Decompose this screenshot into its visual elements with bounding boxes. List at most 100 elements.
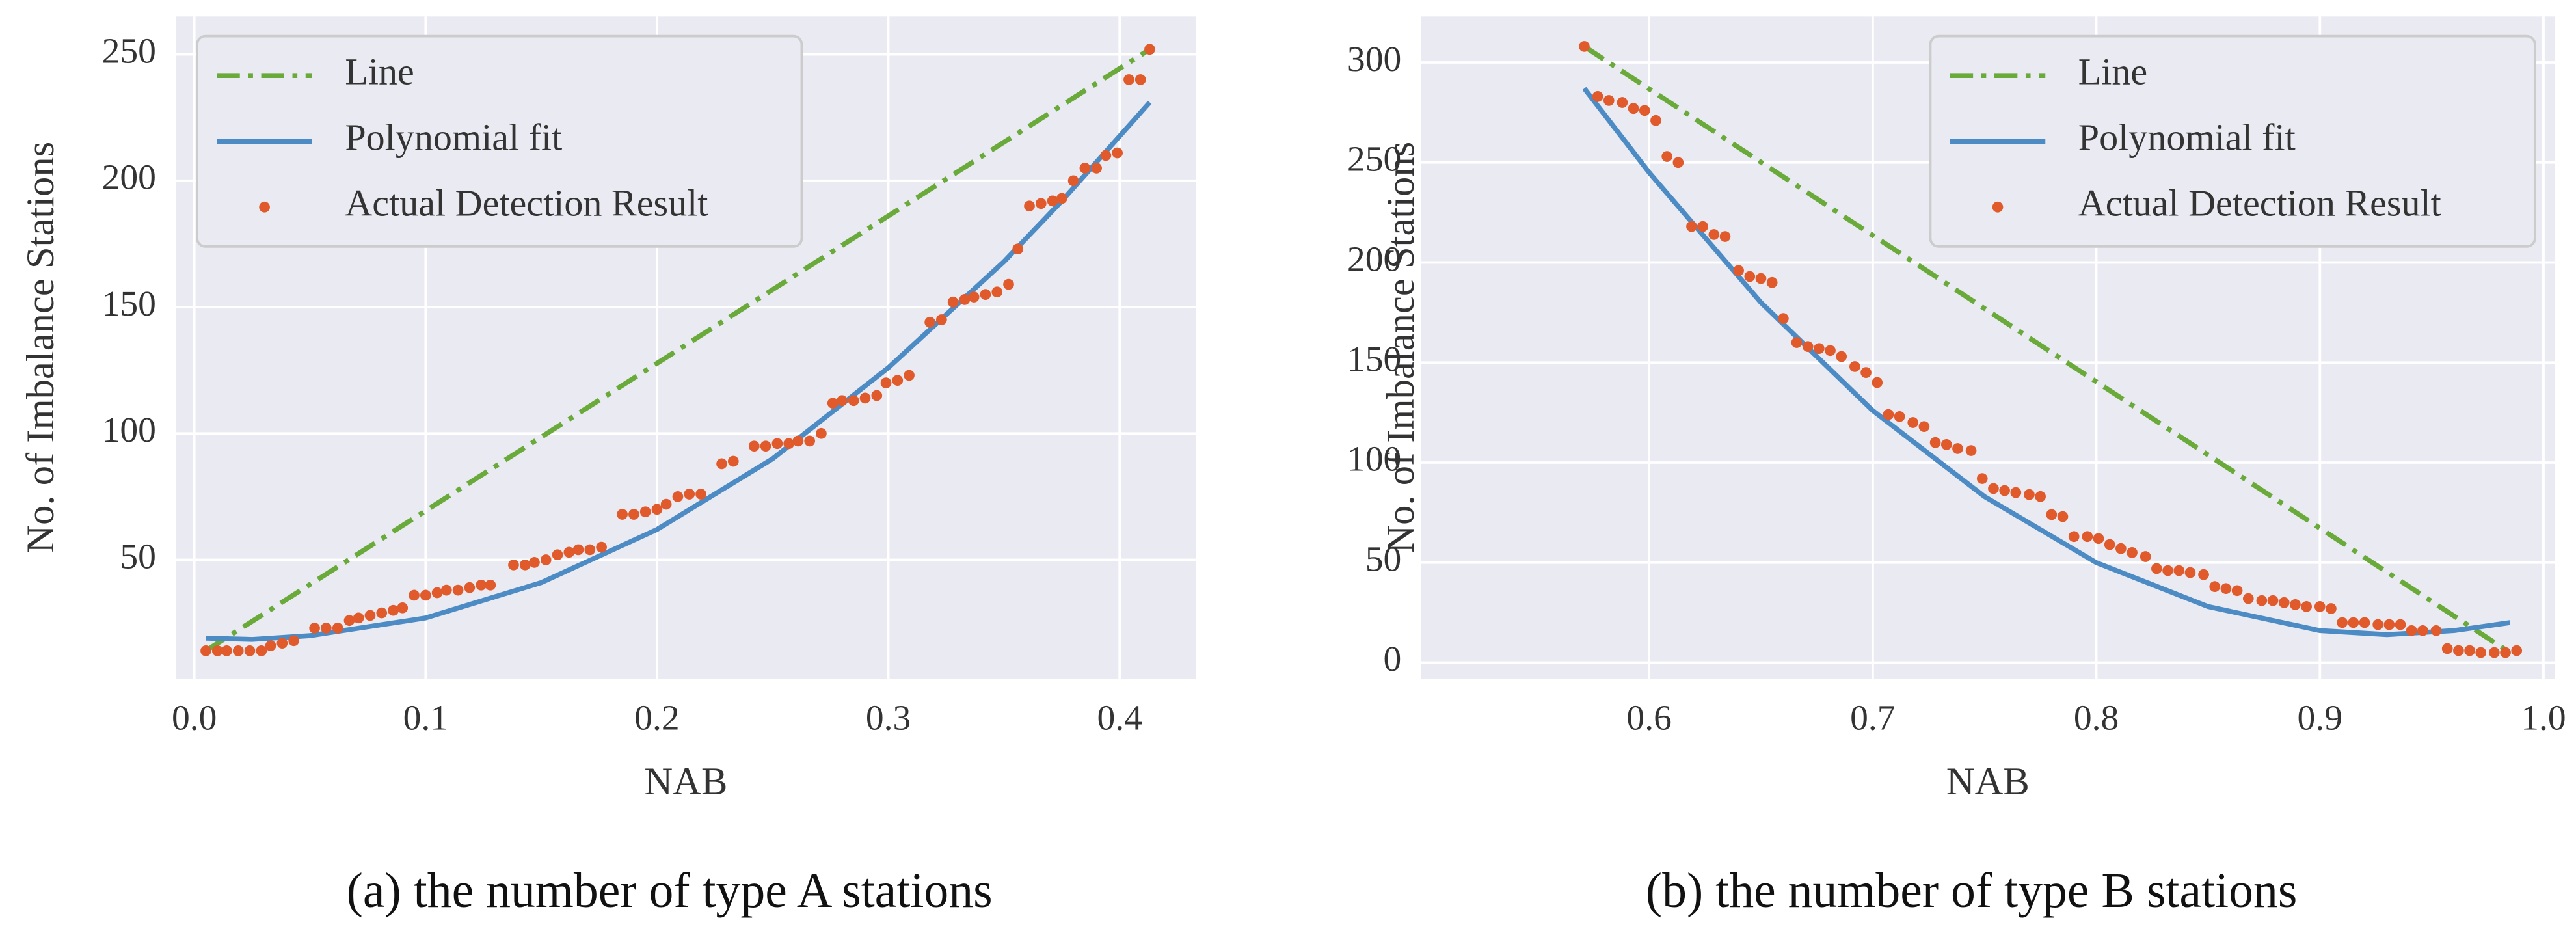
legend-label: Line	[345, 51, 414, 93]
scatter-point	[1112, 147, 1123, 159]
scatter-point	[748, 440, 760, 452]
scatter-point	[1952, 443, 1963, 454]
y-tick-label: 200	[1347, 239, 1401, 279]
scatter-point	[1755, 273, 1767, 284]
scatter-point	[2115, 543, 2127, 554]
scatter-point	[584, 544, 596, 556]
scatter-point	[1708, 229, 1720, 240]
scatter-point	[2278, 597, 2290, 608]
legend-label: Line	[2078, 51, 2147, 93]
scatter-point	[628, 509, 639, 520]
y-tick-label: 250	[1347, 139, 1401, 180]
scatter-point	[1778, 313, 1789, 324]
scatter-point	[2184, 567, 2196, 578]
scatter-point	[1035, 198, 1047, 209]
y-tick-label: 50	[1365, 539, 1402, 579]
scatter-point	[1067, 175, 1079, 187]
series-line	[1583, 44, 2512, 655]
scatter-point	[2231, 585, 2243, 597]
scatter-point	[309, 623, 320, 634]
scatter-point	[1672, 157, 1684, 169]
scatter-point	[1872, 377, 1883, 388]
scatter-point	[1918, 421, 1930, 432]
scatter-point	[1744, 271, 1756, 282]
y-tick-label: 200	[102, 157, 156, 198]
scatter-point	[2372, 619, 2383, 630]
scatter-point	[397, 602, 409, 614]
scatter-point	[2406, 625, 2417, 636]
scatter-point	[1999, 485, 2010, 496]
scatter-point	[2395, 619, 2406, 630]
legend-swatch	[259, 201, 270, 213]
scatter-point	[660, 498, 672, 510]
scatter-point	[519, 559, 531, 571]
scatter-point	[256, 645, 267, 656]
scatter-point	[353, 612, 364, 624]
scatter-point	[2173, 565, 2185, 576]
y-axis-label: No. of Imbalance Stations	[1379, 142, 1423, 554]
scatter-point	[464, 582, 476, 593]
scatter-point	[1940, 438, 1952, 450]
scatter-point	[2140, 551, 2151, 562]
scatter-point	[452, 584, 464, 596]
scatter-point	[816, 427, 827, 439]
legend-label: Polynomial fit	[2078, 116, 2296, 159]
scatter-point	[232, 645, 244, 656]
scatter-point	[727, 455, 739, 467]
scatter-point	[1719, 231, 1731, 242]
scatter-point	[1100, 150, 1112, 161]
scatter-point	[1144, 44, 1155, 55]
scatter-point	[1825, 345, 1836, 357]
scatter-point	[529, 557, 540, 568]
scatter-point	[2093, 533, 2104, 545]
scatter-point	[980, 289, 991, 300]
scatter-point	[1791, 337, 1803, 348]
scatter-point	[792, 435, 804, 447]
x-tick-label: 0.0	[172, 697, 217, 738]
legend: Line Polynomial fit Actual Detection Resul…	[196, 34, 803, 248]
scatter-point	[288, 635, 299, 647]
scatter-point	[1733, 265, 1744, 276]
scatter-point	[1123, 74, 1134, 85]
scatter-point	[476, 580, 487, 591]
scatter-point	[1802, 341, 1814, 352]
scatter-point	[904, 370, 915, 381]
y-tick-label: 100	[102, 410, 156, 450]
scatter-point	[388, 604, 399, 616]
scatter-point	[716, 458, 727, 470]
scatter-point	[2242, 593, 2254, 604]
scatter-point	[2464, 645, 2475, 656]
legend-box	[1929, 34, 2536, 248]
x-tick-label: 0.7	[1850, 697, 1895, 738]
y-tick-label: 300	[1347, 39, 1401, 79]
scatter-point	[431, 587, 443, 599]
scatter-point	[1012, 243, 1024, 255]
scatter-point	[1134, 74, 1146, 85]
scatter-point	[1661, 151, 1672, 162]
legend-label: Actual Detection Result	[2078, 182, 2441, 224]
scatter-point	[760, 440, 771, 452]
scatter-point	[2057, 511, 2069, 522]
scatter-point	[2162, 565, 2173, 576]
scatter-point	[552, 549, 563, 561]
scatter-point	[684, 489, 695, 500]
scatter-point	[2453, 645, 2464, 656]
scatter-point	[1079, 163, 1091, 174]
scatter-point	[221, 645, 232, 656]
scatter-point	[211, 645, 223, 656]
scatter-point	[2500, 647, 2511, 658]
scatter-point	[617, 509, 628, 520]
scatter-point	[321, 623, 332, 634]
scatter-point	[1639, 105, 1650, 116]
scatter-point	[1650, 115, 1661, 126]
scatter-point	[2151, 563, 2162, 574]
scatter-point	[2198, 569, 2209, 580]
scatter-point	[959, 294, 971, 305]
scatter-point	[244, 645, 256, 656]
scatter-point	[1047, 195, 1058, 207]
x-axis-label: NAB	[1946, 760, 2030, 803]
scatter-point	[364, 610, 376, 621]
scatter-point	[2441, 643, 2453, 654]
scatter-point	[827, 398, 839, 409]
scatter-point	[1988, 483, 1999, 494]
